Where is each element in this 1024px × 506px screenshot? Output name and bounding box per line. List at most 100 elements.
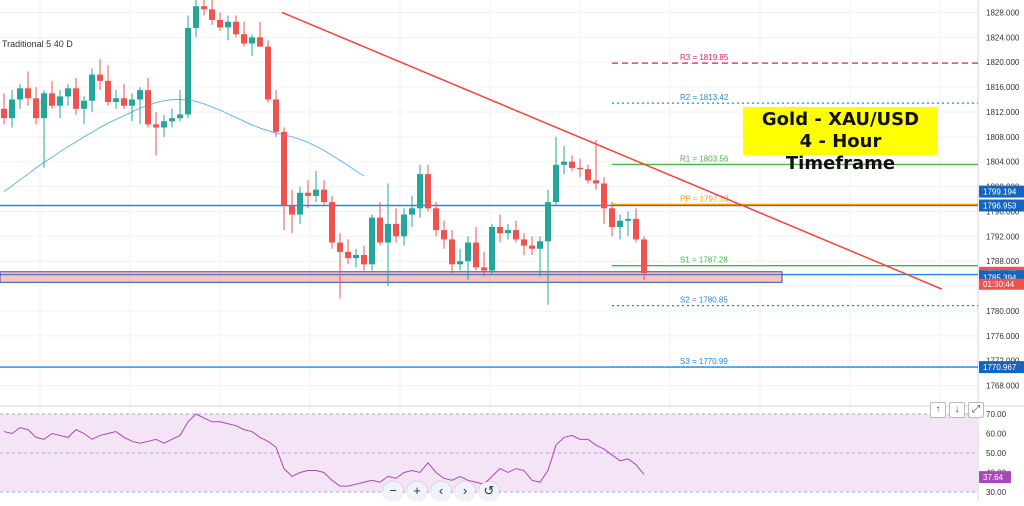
candle-body [185, 27, 191, 115]
maximize-pane-icon[interactable]: ⤢ [968, 402, 984, 418]
chart-title-line-1: Gold - XAU/USD [761, 109, 920, 130]
candle-body [225, 21, 231, 28]
candle-body [505, 230, 511, 234]
pivot-label: R1 = 1803.56 [680, 154, 729, 163]
rsi-value-label: 37.64 [983, 473, 1004, 482]
price-tick-label: 1828.000 [986, 8, 1020, 17]
candle-body [329, 202, 335, 243]
candle-body [513, 230, 519, 240]
candle-body [49, 93, 55, 106]
price-tick-label: 1812.000 [986, 108, 1020, 117]
candle-body [561, 161, 567, 165]
candle-body [601, 183, 607, 209]
price-label-box [979, 199, 1024, 212]
price-tick-label: 1804.000 [986, 158, 1020, 167]
candle-body [9, 99, 15, 119]
rsi-tick-label: 50.00 [986, 449, 1007, 458]
candle-body [369, 217, 375, 265]
candle-body [465, 242, 471, 262]
candle-body [617, 220, 623, 227]
candle-body [57, 96, 63, 106]
candle-body [297, 192, 303, 215]
pivot-label: R2 = 1813.42 [680, 93, 729, 102]
rsi-tick-label: 70.00 [986, 410, 1007, 419]
zoom-toolbar: − + ‹ › ↺ [383, 482, 499, 500]
candle-body [353, 254, 359, 259]
candle-body [457, 261, 463, 265]
candle-body [25, 88, 31, 99]
candle-body [161, 121, 167, 128]
candle-body [377, 217, 383, 243]
candle-body [273, 99, 279, 132]
scroll-right-button[interactable]: › [455, 482, 475, 500]
candle-body [1, 108, 7, 119]
price-label-box [979, 361, 1024, 374]
pivot-label: R3 = 1819.85 [680, 53, 729, 62]
countdown-box [979, 278, 1024, 290]
candle-body [393, 223, 399, 237]
candle-body [473, 242, 479, 268]
rsi-tick-label: 30.00 [986, 488, 1007, 497]
candle-body [569, 161, 575, 168]
candle-body [345, 251, 351, 259]
candle-body [585, 169, 591, 181]
candle-body [129, 99, 135, 106]
support-zone-band [0, 271, 783, 283]
price-label: 1770.967 [983, 363, 1017, 372]
candle-body [209, 9, 215, 20]
candle-body [521, 239, 527, 246]
moving-average-line [3, 99, 365, 192]
candle-body [433, 208, 439, 231]
candle-body [321, 189, 327, 203]
candle-body [169, 118, 175, 122]
scroll-left-button[interactable]: ‹ [431, 482, 451, 500]
candle-body [105, 80, 111, 102]
chart-title-line-2: 4 - Hour Timeframe [785, 131, 896, 174]
rsi-value-box [979, 471, 1011, 484]
candle-body [233, 21, 239, 35]
candle-body [625, 218, 631, 221]
candle-body [537, 241, 543, 249]
move-pane-up-icon[interactable]: ↑ [930, 402, 946, 418]
price-tick-label: 1824.000 [986, 33, 1020, 42]
candle-body [33, 98, 39, 119]
reset-chart-button[interactable]: ↺ [479, 482, 499, 500]
candle-body [489, 226, 495, 271]
candle-body [17, 88, 23, 100]
indicator-label: Traditional 5 40 D [2, 39, 73, 49]
candle-body [633, 218, 639, 240]
candle-body [593, 180, 599, 184]
candle-body [81, 100, 87, 109]
candle-body [281, 131, 287, 206]
zoom-in-button[interactable]: + [407, 482, 427, 500]
candle-body [641, 239, 647, 274]
candle-body [241, 34, 247, 44]
candle-body [401, 214, 407, 237]
candle-body [313, 189, 319, 196]
candle-body [289, 205, 295, 215]
candle-body [153, 124, 159, 128]
price-tick-label: 1788.000 [986, 257, 1020, 266]
candle-body [577, 167, 583, 170]
candle-body [265, 46, 271, 100]
candle-body [385, 223, 391, 243]
price-label: 1799.194 [983, 188, 1017, 197]
candle-body [361, 254, 367, 265]
price-tick-label: 1780.000 [986, 307, 1020, 316]
candle-body [305, 192, 311, 196]
price-tick-label: 1792.000 [986, 232, 1020, 241]
move-pane-down-icon[interactable]: ↓ [949, 402, 965, 418]
candle-body [449, 239, 455, 265]
rsi-pane-controls: ↑ ↓ ⤢ [930, 402, 984, 418]
candle-body [529, 245, 535, 249]
candle-body [177, 114, 183, 119]
zoom-out-button[interactable]: − [383, 482, 403, 500]
price-label: 1796.953 [983, 202, 1017, 211]
grid-lines [0, 0, 978, 492]
price-tick-label: 1796.000 [986, 207, 1020, 216]
candle-body [417, 174, 423, 209]
pivot-label: S1 = 1787.28 [680, 256, 728, 265]
candle-body [425, 174, 431, 209]
